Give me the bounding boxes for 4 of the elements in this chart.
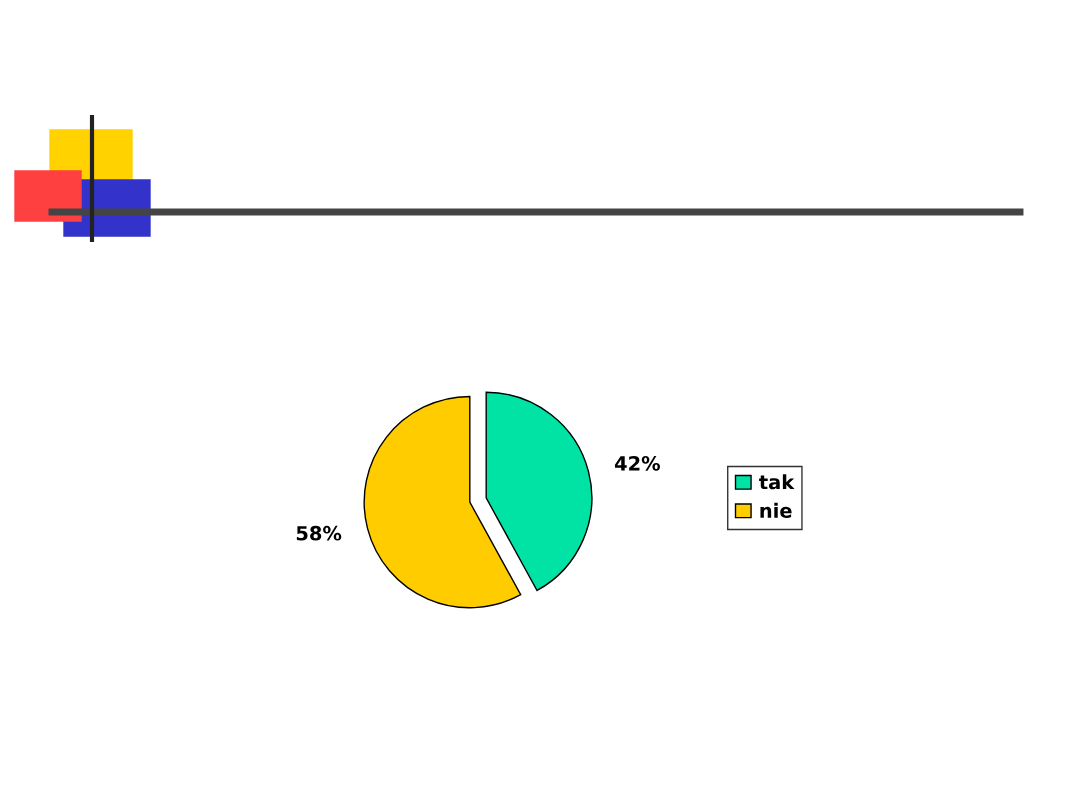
legend-label: nie <box>760 502 792 518</box>
data-label: 58% <box>296 525 342 541</box>
data-label: 42% <box>614 455 660 471</box>
legend-label: tak <box>759 474 795 490</box>
